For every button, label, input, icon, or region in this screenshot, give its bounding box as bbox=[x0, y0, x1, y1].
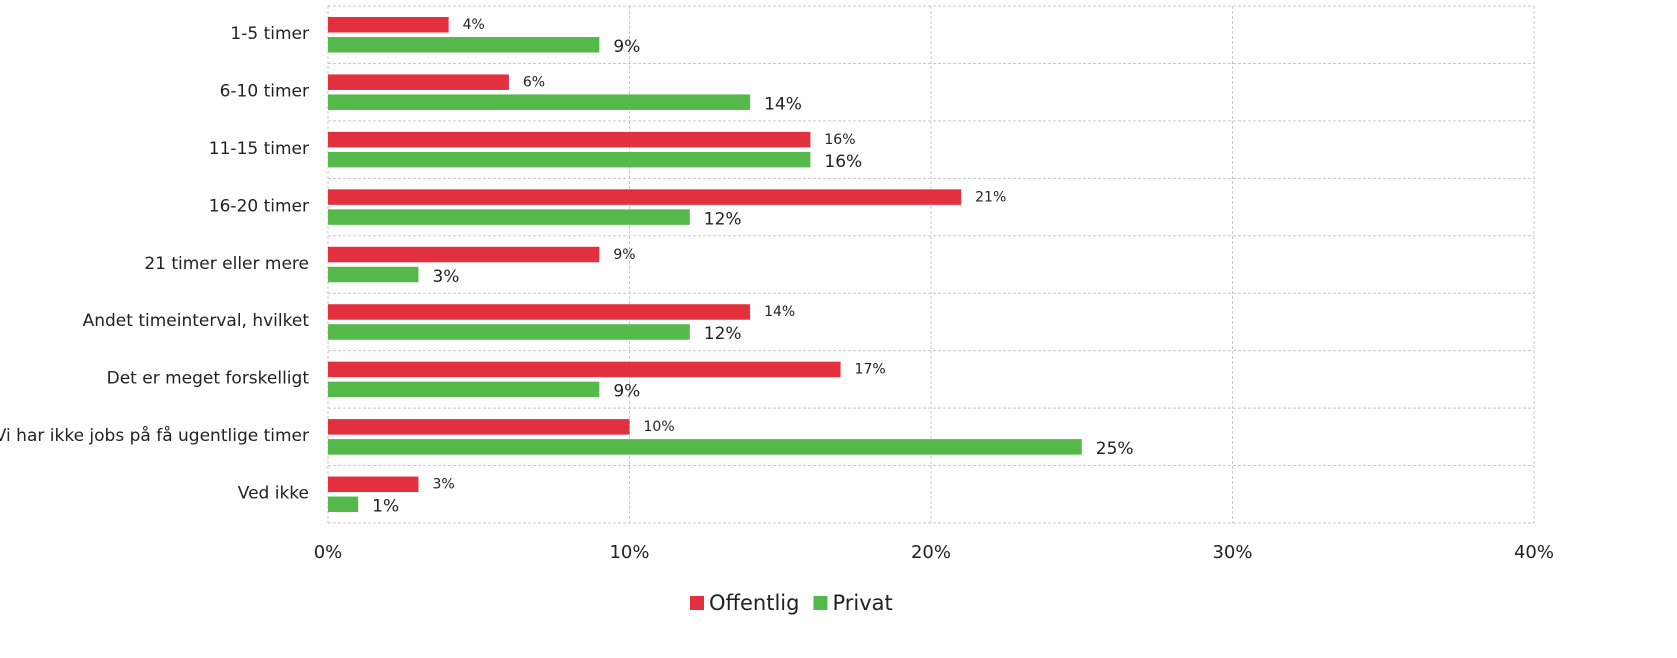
data-label: 21% bbox=[975, 189, 1006, 205]
bar bbox=[328, 476, 419, 493]
bar bbox=[328, 361, 841, 378]
bar bbox=[328, 131, 811, 148]
data-label: 1% bbox=[372, 497, 399, 517]
bar bbox=[328, 246, 600, 263]
data-label: 6% bbox=[523, 74, 545, 90]
data-label: 9% bbox=[613, 37, 640, 57]
x-tick-label: 20% bbox=[911, 542, 951, 563]
category-label: Ved ikke bbox=[238, 484, 309, 504]
bar bbox=[328, 419, 630, 435]
bar bbox=[328, 74, 509, 90]
data-label: 9% bbox=[613, 247, 635, 263]
category-label: 21 timer eller mere bbox=[144, 254, 309, 274]
data-label: 17% bbox=[855, 362, 886, 378]
x-tick-label: 0% bbox=[314, 542, 343, 563]
x-tick-label: 30% bbox=[1212, 542, 1252, 563]
category-label: 6-10 timer bbox=[220, 81, 309, 101]
data-label: 12% bbox=[704, 209, 742, 229]
bar bbox=[328, 189, 962, 205]
data-label: 16% bbox=[824, 132, 855, 148]
bar bbox=[328, 304, 751, 320]
bar bbox=[328, 439, 1082, 455]
bar bbox=[328, 324, 690, 340]
data-label: 4% bbox=[463, 17, 485, 33]
data-label: 14% bbox=[764, 94, 802, 114]
bar bbox=[328, 381, 600, 398]
legend-label: Privat bbox=[832, 591, 892, 615]
x-tick-label: 10% bbox=[609, 542, 649, 563]
category-label: 1-5 timer bbox=[230, 24, 309, 44]
legend-swatch bbox=[690, 596, 704, 610]
data-label: 25% bbox=[1096, 439, 1134, 459]
bar bbox=[328, 151, 811, 168]
data-label: 16% bbox=[824, 152, 862, 172]
x-tick-label: 40% bbox=[1514, 542, 1554, 563]
category-label: 11-15 timer bbox=[209, 139, 309, 159]
data-label: 3% bbox=[432, 477, 454, 493]
bar bbox=[328, 37, 600, 53]
data-label: 3% bbox=[432, 267, 459, 287]
category-label: Det er meget forskelligt bbox=[107, 369, 310, 389]
bar bbox=[328, 209, 690, 225]
legend-swatch bbox=[813, 596, 828, 610]
category-label: Vi har ikke jobs på få ugentlige timer bbox=[0, 425, 309, 446]
data-label: 12% bbox=[704, 324, 742, 344]
bar bbox=[328, 94, 751, 110]
legend-label: Offentlig bbox=[709, 591, 799, 615]
bar bbox=[328, 496, 359, 513]
bar bbox=[328, 266, 419, 283]
data-label: 14% bbox=[764, 304, 795, 320]
category-label: Andet timeinterval, hvilket bbox=[83, 311, 310, 331]
bar bbox=[328, 17, 449, 33]
category-label: 16-20 timer bbox=[209, 196, 309, 216]
data-label: 9% bbox=[613, 382, 640, 402]
data-label: 10% bbox=[644, 419, 675, 435]
